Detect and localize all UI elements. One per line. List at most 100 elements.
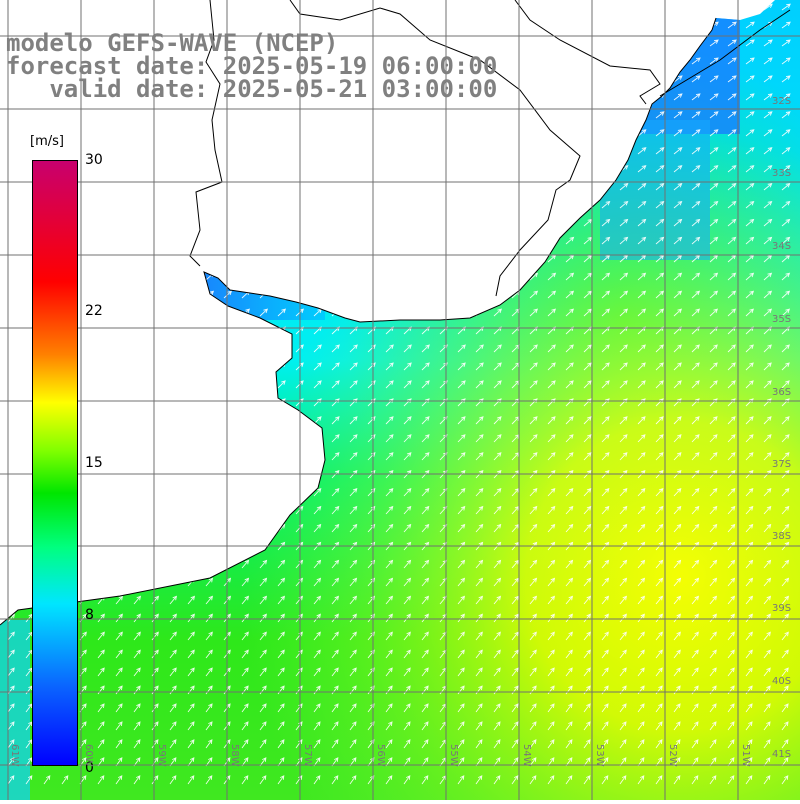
wind-arrow [169, 703, 177, 713]
wind-arrow [727, 703, 735, 713]
wind-arrow [637, 487, 646, 497]
wind-arrow [511, 721, 519, 731]
wind-arrow [241, 165, 251, 173]
wind-arrow [457, 613, 465, 623]
wind-arrow [529, 559, 538, 569]
wind-arrow [259, 272, 269, 281]
wind-arrow [133, 183, 143, 191]
wind-arrow [745, 649, 753, 659]
wind-arrow [151, 631, 159, 641]
wind-arrow [349, 147, 359, 155]
wind-arrow [493, 577, 502, 587]
wind-arrow [97, 667, 105, 677]
wind-arrow [223, 290, 233, 299]
wind-arrow [475, 452, 484, 461]
wind-arrow [493, 775, 501, 785]
wind-arrow [313, 649, 321, 659]
wind-arrow [259, 505, 268, 515]
wind-arrow [655, 147, 665, 155]
wind-arrow [133, 21, 143, 29]
wind-arrow [709, 577, 718, 587]
wind-arrow [151, 236, 161, 245]
wind-arrow [565, 703, 573, 713]
wind-arrow [7, 236, 17, 245]
wind-arrow [511, 631, 519, 641]
wind-arrow [583, 290, 593, 299]
wind-arrow [97, 416, 106, 425]
wind-arrow [709, 183, 719, 191]
wind-arrow [547, 631, 555, 641]
wind-arrow [169, 362, 178, 371]
wind-arrow [583, 75, 593, 83]
wind-arrow [583, 505, 592, 515]
wind-arrow [205, 344, 214, 353]
wind-arrow [727, 721, 735, 731]
wind-arrow [763, 344, 772, 353]
wind-arrow [277, 272, 287, 281]
wind-arrow [277, 775, 285, 785]
wind-arrow [691, 290, 701, 299]
wind-arrow [187, 200, 197, 209]
wind-arrow [745, 75, 755, 83]
wind-arrow [475, 380, 484, 389]
wind-arrow [673, 523, 682, 533]
wind-arrow [565, 21, 575, 29]
wind-arrow [727, 218, 737, 227]
wind-arrow [205, 254, 215, 263]
wind-arrow [493, 111, 503, 119]
wind-arrow [169, 613, 177, 623]
wind-arrow [547, 739, 555, 749]
wind-arrow [529, 380, 538, 389]
wind-arrow [115, 523, 124, 533]
wind-arrow [259, 613, 267, 623]
wind-arrow [763, 434, 772, 443]
wind-arrow [421, 577, 430, 587]
wind-arrow [187, 505, 196, 515]
wind-arrow [529, 523, 538, 533]
wind-arrow [115, 416, 124, 425]
wind-arrow [349, 416, 358, 425]
wind-arrow [727, 165, 737, 173]
wind-arrow [313, 147, 323, 155]
wind-arrow [475, 667, 483, 677]
wind-arrow [781, 111, 791, 119]
wind-arrow [421, 272, 431, 281]
wind-arrow [763, 595, 772, 605]
wind-arrow [259, 129, 269, 137]
wind-arrow [151, 21, 161, 29]
wind-arrow [565, 613, 573, 623]
wind-arrow [781, 416, 790, 425]
wind-arrow [745, 57, 755, 65]
wind-arrow [565, 236, 575, 245]
wind-arrow [259, 254, 269, 263]
wind-arrow [673, 344, 682, 353]
wind-arrow [367, 523, 376, 533]
wind-arrow [403, 3, 413, 11]
wind-arrow [277, 380, 286, 389]
wind-arrow [727, 39, 737, 47]
colorbar-label: 0 [85, 760, 94, 776]
wind-arrow [133, 308, 143, 317]
wind-arrow [619, 685, 627, 695]
wind-arrow [691, 272, 701, 281]
wind-arrow [385, 775, 393, 785]
wind-arrow [367, 254, 377, 263]
wind-arrow [475, 416, 484, 425]
wind-arrow [727, 685, 735, 695]
wind-arrow [547, 721, 555, 731]
wind-arrow [601, 434, 610, 443]
wind-arrow [673, 667, 681, 677]
wind-arrow [97, 254, 107, 263]
wind-arrow [97, 721, 105, 731]
wind-arrow [547, 218, 557, 227]
wind-arrow [601, 362, 610, 371]
wind-arrow [547, 362, 556, 371]
wind-arrow [439, 21, 449, 29]
wind-arrow [277, 344, 286, 353]
wind-arrow [637, 200, 647, 209]
wind-arrow [187, 452, 196, 461]
wind-arrow [619, 667, 627, 677]
wind-arrow [637, 57, 647, 65]
wind-arrow [457, 236, 467, 245]
wind-arrow [547, 93, 557, 101]
